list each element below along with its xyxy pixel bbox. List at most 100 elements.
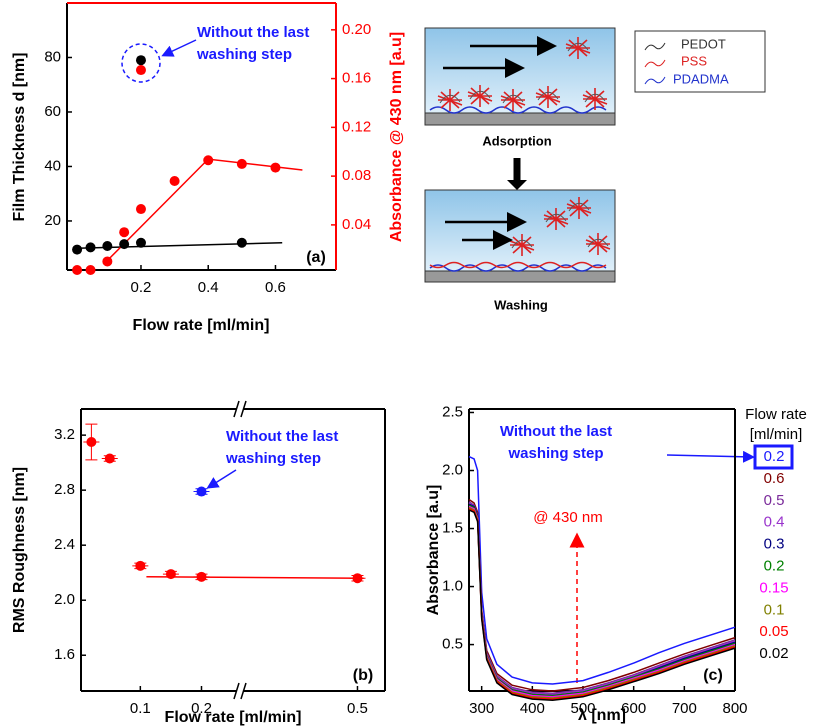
axis-break — [240, 400, 247, 418]
annotation: washing step — [507, 445, 603, 462]
step-arrow-head — [507, 180, 527, 190]
axis-break-gap — [236, 405, 243, 413]
pss-layer — [429, 261, 607, 269]
legend-label: 0.4 — [764, 514, 785, 531]
legend-label: 0.1 — [764, 601, 785, 618]
x-tick-label: 300 — [469, 700, 494, 717]
point — [104, 453, 115, 464]
point — [85, 265, 96, 275]
point — [135, 55, 146, 66]
legend-label: 0.05 — [759, 623, 788, 640]
x-tick-label: 0.1 — [130, 700, 151, 717]
legend-label: PSS — [681, 53, 707, 68]
flow-cell — [424, 189, 616, 283]
legend-label: 0.5 — [764, 492, 785, 509]
substrate — [424, 270, 616, 283]
point — [135, 65, 146, 76]
annotation-arrow — [666, 450, 755, 463]
legend-label: 0.15 — [759, 579, 788, 596]
point — [86, 437, 97, 448]
point — [85, 242, 96, 253]
x-tick-label: 0.6 — [265, 279, 286, 296]
y-tick-label: 1.5 — [442, 519, 463, 536]
complex — [582, 87, 608, 111]
panel-label: (a) — [306, 249, 326, 266]
point — [236, 158, 247, 169]
panel-label: (b) — [353, 667, 373, 684]
legend-icon — [644, 42, 666, 51]
point — [102, 256, 113, 267]
spectrum-line — [468, 502, 736, 696]
x-tick-label: 400 — [520, 700, 545, 717]
annotation: Without the last — [500, 423, 612, 440]
annotation: Without the last — [197, 24, 309, 41]
point — [135, 560, 146, 571]
spectrum-line — [468, 501, 736, 695]
axis-break — [240, 682, 247, 700]
axis-break — [233, 400, 240, 418]
point — [270, 162, 281, 173]
spectrum-line — [468, 508, 736, 700]
spectrum-line — [468, 506, 736, 699]
complex — [535, 85, 561, 109]
point — [165, 569, 176, 580]
legend-label: PDADMA — [673, 71, 729, 86]
annotation-arrow — [161, 39, 197, 57]
legend-label: 0.2 — [764, 557, 785, 574]
y-tick-label: 2.0 — [442, 461, 463, 478]
complex — [566, 196, 592, 220]
x-tick-label: 0.2 — [131, 279, 152, 296]
y-tick-label: 60 — [44, 103, 61, 120]
fit-line — [103, 158, 303, 265]
y-tick-label: 1.6 — [54, 646, 75, 663]
y-axis-label: RMS Roughness [nm] — [11, 467, 28, 633]
legend-title: Flow rate — [745, 406, 807, 423]
y2-tick-label: 0.16 — [342, 70, 371, 87]
y-tick-label: 2.8 — [54, 481, 75, 498]
point — [72, 244, 83, 255]
spectrum-line — [468, 505, 736, 698]
x-axis-label: λ [nm] — [578, 707, 626, 724]
y-tick-label: 1.0 — [442, 578, 463, 595]
x-tick-label: 0.5 — [347, 700, 368, 717]
point — [169, 176, 180, 186]
y-axis-label: Absorbance [a.u] — [425, 485, 442, 616]
legend-label: 0.02 — [759, 645, 788, 662]
y2-tick-label: 0.04 — [342, 216, 371, 233]
spectrum-line — [468, 509, 736, 702]
point — [236, 237, 247, 248]
step-label: Washing — [494, 297, 548, 312]
annotation-arrow — [206, 469, 237, 489]
point — [119, 227, 130, 238]
y-tick-label: 20 — [44, 212, 61, 229]
x-axis-label: Flow rate [ml/min] — [133, 317, 270, 334]
spectrum-line — [468, 455, 736, 685]
legend-highlight — [753, 444, 794, 470]
point — [352, 573, 363, 584]
legend-label: 0.6 — [764, 470, 785, 487]
complex — [543, 207, 569, 231]
point — [72, 265, 83, 275]
spectrum-line — [468, 504, 736, 697]
axis-break — [233, 682, 240, 700]
y-tick-label: 80 — [44, 48, 61, 65]
complex — [565, 36, 591, 60]
schematic: Adsorption Washing PEDOT PSS PDADMA — [424, 27, 766, 312]
x-tick-label: 800 — [722, 700, 747, 717]
annotation: Without the last — [226, 428, 338, 445]
complex — [437, 88, 463, 112]
y-tick-label: 2.4 — [54, 536, 75, 553]
panel-label: (c) — [703, 667, 723, 684]
marker-label: @ 430 nm — [533, 509, 602, 526]
y-tick-label: 0.5 — [442, 636, 463, 653]
legend-icon — [644, 59, 666, 68]
x-tick-label: 0.4 — [198, 279, 219, 296]
flow-cell — [424, 27, 616, 126]
complex — [500, 88, 526, 112]
y2-tick-label: 0.20 — [342, 21, 371, 38]
legend-label: PEDOT — [681, 36, 726, 51]
legend-label: 0.2 — [764, 448, 785, 465]
point — [119, 239, 130, 250]
y-tick-label: 40 — [44, 157, 61, 174]
